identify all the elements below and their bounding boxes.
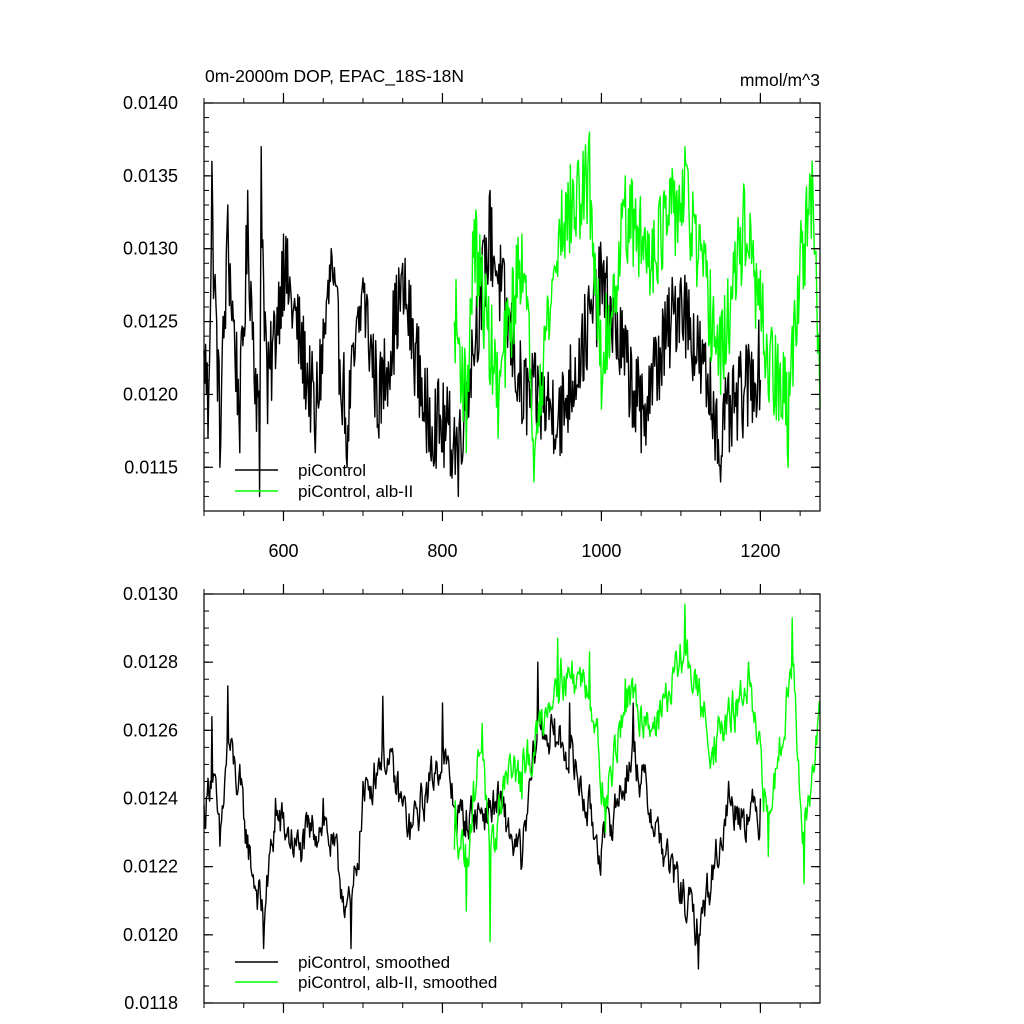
legend-label-picontrol-alb: piControl, alb-II: [298, 482, 413, 501]
bottom-legend: piControl, smoothed piControl, alb-II, s…: [235, 953, 497, 992]
bottom-plot-frame: [203, 593, 821, 1004]
x-tick-label: 600: [268, 541, 298, 561]
top-panel: 0m-2000m DOP, EPAC_18S-18N mmol/m^3 0.01…: [123, 66, 821, 561]
y-tick-label: 0.0130: [123, 239, 178, 259]
top-plot-frame: [203, 102, 821, 512]
y-tick-label: 0.0125: [123, 312, 178, 332]
series-line-picontrol-alb-ii: [453, 131, 821, 483]
y-tick-label: 0.0120: [123, 925, 178, 945]
y-tick-label: 0.0118: [124, 993, 178, 1013]
y-tick-label: 0.0120: [123, 384, 178, 404]
y-tick-label: 0.0124: [123, 789, 178, 809]
bottom-panel: 0.0118 0.0120 0.0122 0.0124 0.0126 0.0128 0.01…: [123, 584, 821, 1013]
y-tick-label: 0.0135: [123, 166, 178, 186]
legend-label-picontrol-smoothed: piControl, smoothed: [298, 953, 450, 972]
x-tick-label: 800: [427, 541, 457, 561]
top-series-group: [203, 131, 821, 498]
y-tick-label: 0.0122: [123, 857, 178, 877]
series-line-picontrol: [203, 146, 762, 498]
legend-label-picontrol: piControl: [298, 461, 366, 480]
legend-label-picontrol-alb-smoothed: piControl, alb-II, smoothed: [298, 973, 497, 992]
y-tick-label: 0.0115: [124, 457, 178, 477]
top-legend: piControl piControl, alb-II: [235, 461, 413, 501]
y-tick-label: 0.0130: [123, 584, 178, 604]
series-line-picontrol: [203, 661, 762, 970]
x-tick-label: 1200: [740, 541, 780, 561]
chart-units: mmol/m^3: [740, 70, 820, 90]
y-tick-label: 0.0126: [123, 720, 178, 740]
series-line-picontrol-alb-ii: [453, 603, 821, 943]
chart-title: 0m-2000m DOP, EPAC_18S-18N: [205, 66, 464, 87]
top-tick-group: 0.0115 0.0120 0.0125 0.0130 0.0135 0.0140 600 8…: [123, 93, 820, 561]
y-tick-label: 0.0140: [123, 93, 178, 113]
x-tick-label: 1000: [581, 541, 621, 561]
y-tick-label: 0.0128: [123, 652, 178, 672]
bottom-series-group: [203, 603, 821, 970]
